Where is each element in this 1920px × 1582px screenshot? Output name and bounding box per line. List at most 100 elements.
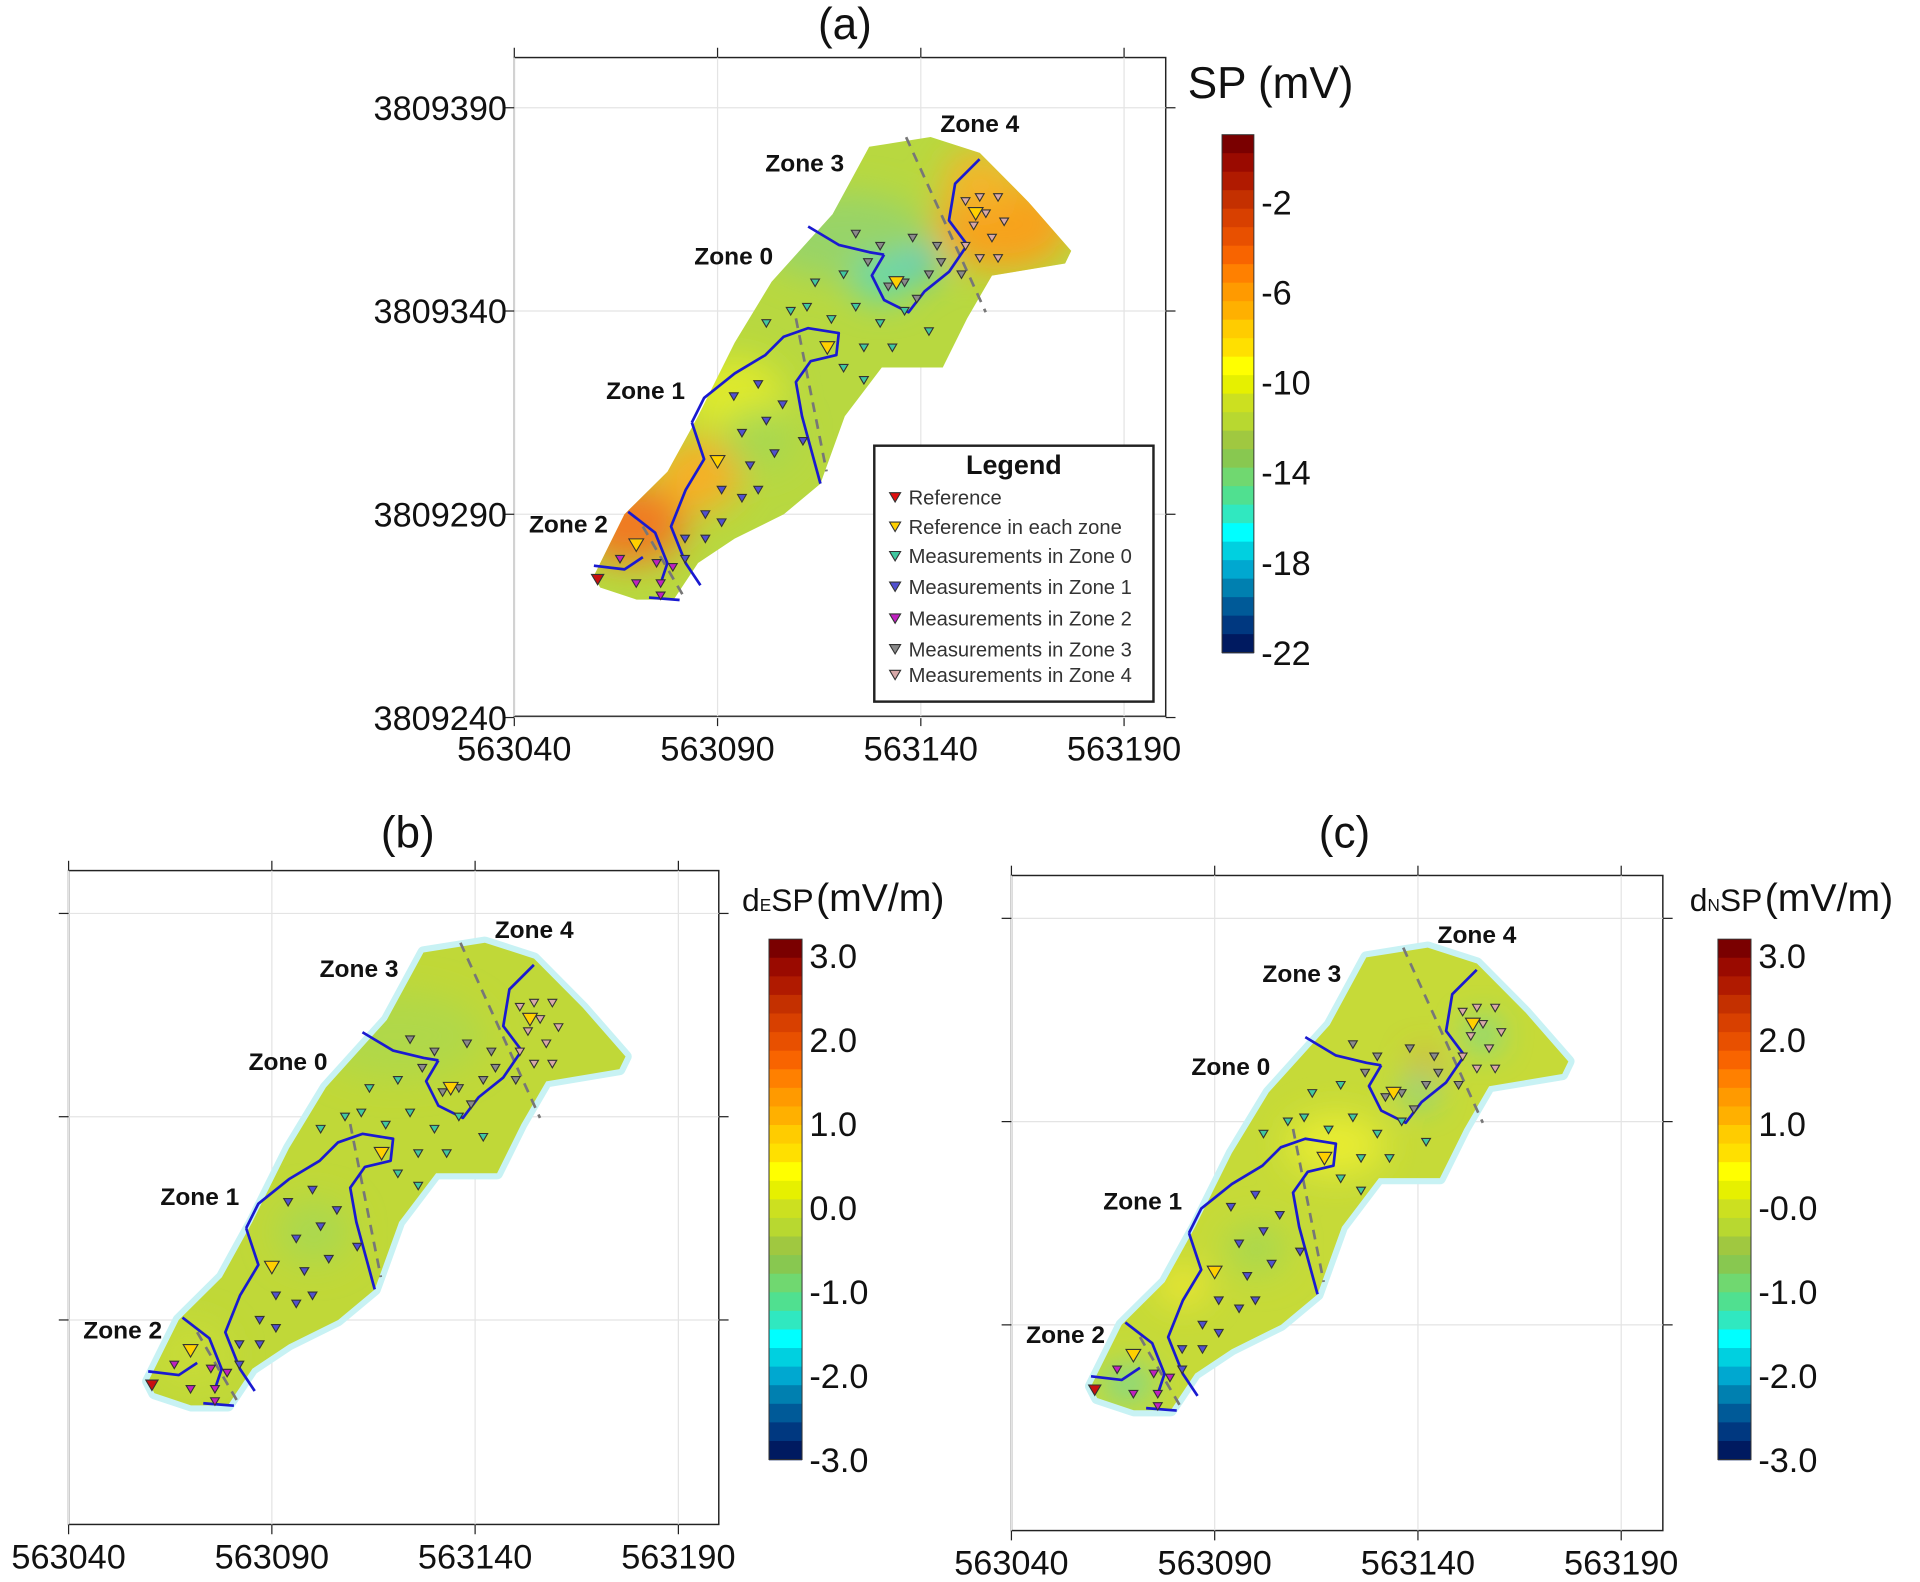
measurement-zone-1 xyxy=(777,400,788,410)
measurement-zone-4 xyxy=(1477,1019,1489,1030)
measurement-zone-3 xyxy=(899,278,910,288)
colorbar-band xyxy=(768,957,803,978)
measurement-zone-3 xyxy=(1453,1080,1464,1091)
zone-boundary xyxy=(361,1031,439,1062)
measurement-zone-0 xyxy=(874,319,886,329)
measurement-zone-4 xyxy=(1471,1064,1483,1074)
anomaly-blob xyxy=(1158,1267,1208,1305)
survey-area xyxy=(1091,947,1569,1411)
measurement-zone-3 xyxy=(1347,1040,1359,1050)
measurement-zone-3 xyxy=(1404,1044,1416,1054)
measurement-zone-1 xyxy=(699,510,711,520)
colorbar-band xyxy=(1717,1125,1751,1145)
measurement-zone-0 xyxy=(1335,1080,1347,1091)
measurement-zone-2 xyxy=(168,1360,180,1370)
measurement-zone-1 xyxy=(797,437,809,447)
measurement-zone-1 xyxy=(744,461,756,471)
measurement-zone-1 xyxy=(315,1222,327,1232)
measurement-zone-0 xyxy=(404,1108,416,1118)
measurement-zone-4 xyxy=(960,197,971,207)
measurement-zone-0 xyxy=(886,343,898,353)
colorbar-band xyxy=(1717,1180,1751,1201)
measurement-zone-1 xyxy=(752,380,764,390)
colorbar-band xyxy=(1222,486,1254,506)
measurement-zone-4 xyxy=(992,193,1004,203)
measurement-zone-3 xyxy=(935,258,947,268)
legend-box xyxy=(873,444,1155,703)
zone-reference-point xyxy=(182,1344,199,1359)
measurement-zone-3 xyxy=(956,270,967,280)
measurement-zone-4 xyxy=(1495,1028,1507,1038)
colorbar-title-unit: (mV/m) xyxy=(816,877,944,920)
measurement-zone-4 xyxy=(1489,1064,1501,1074)
measurement-zone-0 xyxy=(826,315,837,325)
reference-point xyxy=(590,573,605,586)
colorbar-tick-label: -2.0 xyxy=(1758,1358,1817,1396)
measurement-zone-1 xyxy=(290,1234,302,1244)
measurement-zone-4 xyxy=(1483,1044,1495,1054)
measurement-zone-3 xyxy=(1396,1089,1408,1099)
measurement-zone-0 xyxy=(477,1132,489,1143)
measurement-zone-4 xyxy=(540,1039,552,1049)
zone-label: Zone 3 xyxy=(1262,961,1341,988)
measurement-zone-0 xyxy=(1355,1186,1367,1196)
zone-boundary xyxy=(203,1401,235,1408)
colorbar-band xyxy=(768,1032,803,1052)
legend-marker xyxy=(888,550,902,562)
legend-entry: Reference in each zone xyxy=(909,517,1122,539)
measurement-zone-1 xyxy=(1249,1190,1261,1200)
zone-boundary xyxy=(627,510,669,583)
measurement-zone-2 xyxy=(651,558,662,569)
measurement-zone-0 xyxy=(412,1181,424,1191)
colorbar-tick-label: 2.0 xyxy=(809,1022,857,1060)
measurement-zone-1 xyxy=(699,534,711,544)
measurement-zone-3 xyxy=(437,1088,448,1098)
colorbar-band xyxy=(768,1199,803,1219)
legend-marker xyxy=(888,581,902,593)
measurement-zone-1 xyxy=(233,1340,245,1350)
colorbar-title: dESP(mV/m) xyxy=(742,877,944,920)
measurement-zone-2 xyxy=(1148,1369,1160,1379)
colorbar-band xyxy=(768,1180,803,1201)
measurement-zone-1 xyxy=(1233,1304,1245,1314)
measurement-zone-4 xyxy=(553,1023,564,1033)
measurement-zone-0 xyxy=(392,1169,404,1179)
measurement-zone-1 xyxy=(1213,1328,1225,1339)
colorbar-title-sub: E xyxy=(760,895,771,915)
colorbar-tick-label: -1.0 xyxy=(809,1274,868,1312)
measurement-zone-1 xyxy=(1176,1365,1188,1375)
anomaly-blob xyxy=(276,1201,351,1263)
panel-title: (a) xyxy=(818,0,872,49)
measurement-zone-4 xyxy=(528,998,540,1008)
zone-reference-point xyxy=(709,454,726,470)
zone-label: Zone 4 xyxy=(1438,922,1517,949)
anomaly-blob xyxy=(1225,1224,1287,1274)
colorbar-band xyxy=(1717,1050,1751,1070)
measurement-zone-3 xyxy=(490,1063,501,1073)
measurement-zone-2 xyxy=(614,554,626,565)
zone-reference-point xyxy=(967,207,985,222)
measurement-zone-1 xyxy=(307,1291,318,1301)
measurement-zone-0 xyxy=(801,302,813,313)
measurement-zone-1 xyxy=(1197,1345,1208,1355)
colorbar-band xyxy=(768,1162,803,1182)
colorbar-tick-label: -2 xyxy=(1261,184,1291,222)
measurement-zone-0 xyxy=(1420,1137,1432,1147)
x-tick-label: 563190 xyxy=(1564,1545,1678,1582)
colorbar-band xyxy=(768,1143,803,1163)
measurement-zone-1 xyxy=(679,534,691,544)
measurement-zone-4 xyxy=(514,1002,526,1012)
measurement-zone-4 xyxy=(998,217,1010,227)
colorbar-tick-label: -22 xyxy=(1261,635,1311,673)
colorbar-tick-label: 1.0 xyxy=(1758,1106,1806,1144)
colorbar-tick-label: -2.0 xyxy=(809,1358,868,1396)
measurement-zone-0 xyxy=(1355,1154,1367,1164)
colorbar-band xyxy=(1222,597,1254,617)
zone-reference-point xyxy=(521,1012,539,1027)
y-tick-label: 3809340 xyxy=(374,293,507,331)
measurement-zone-3 xyxy=(882,282,894,292)
colorbar-band xyxy=(1717,957,1751,978)
colorbar-band xyxy=(768,1236,803,1256)
x-tick-label: 563190 xyxy=(1067,730,1181,768)
measurement-zone-4 xyxy=(986,233,998,243)
